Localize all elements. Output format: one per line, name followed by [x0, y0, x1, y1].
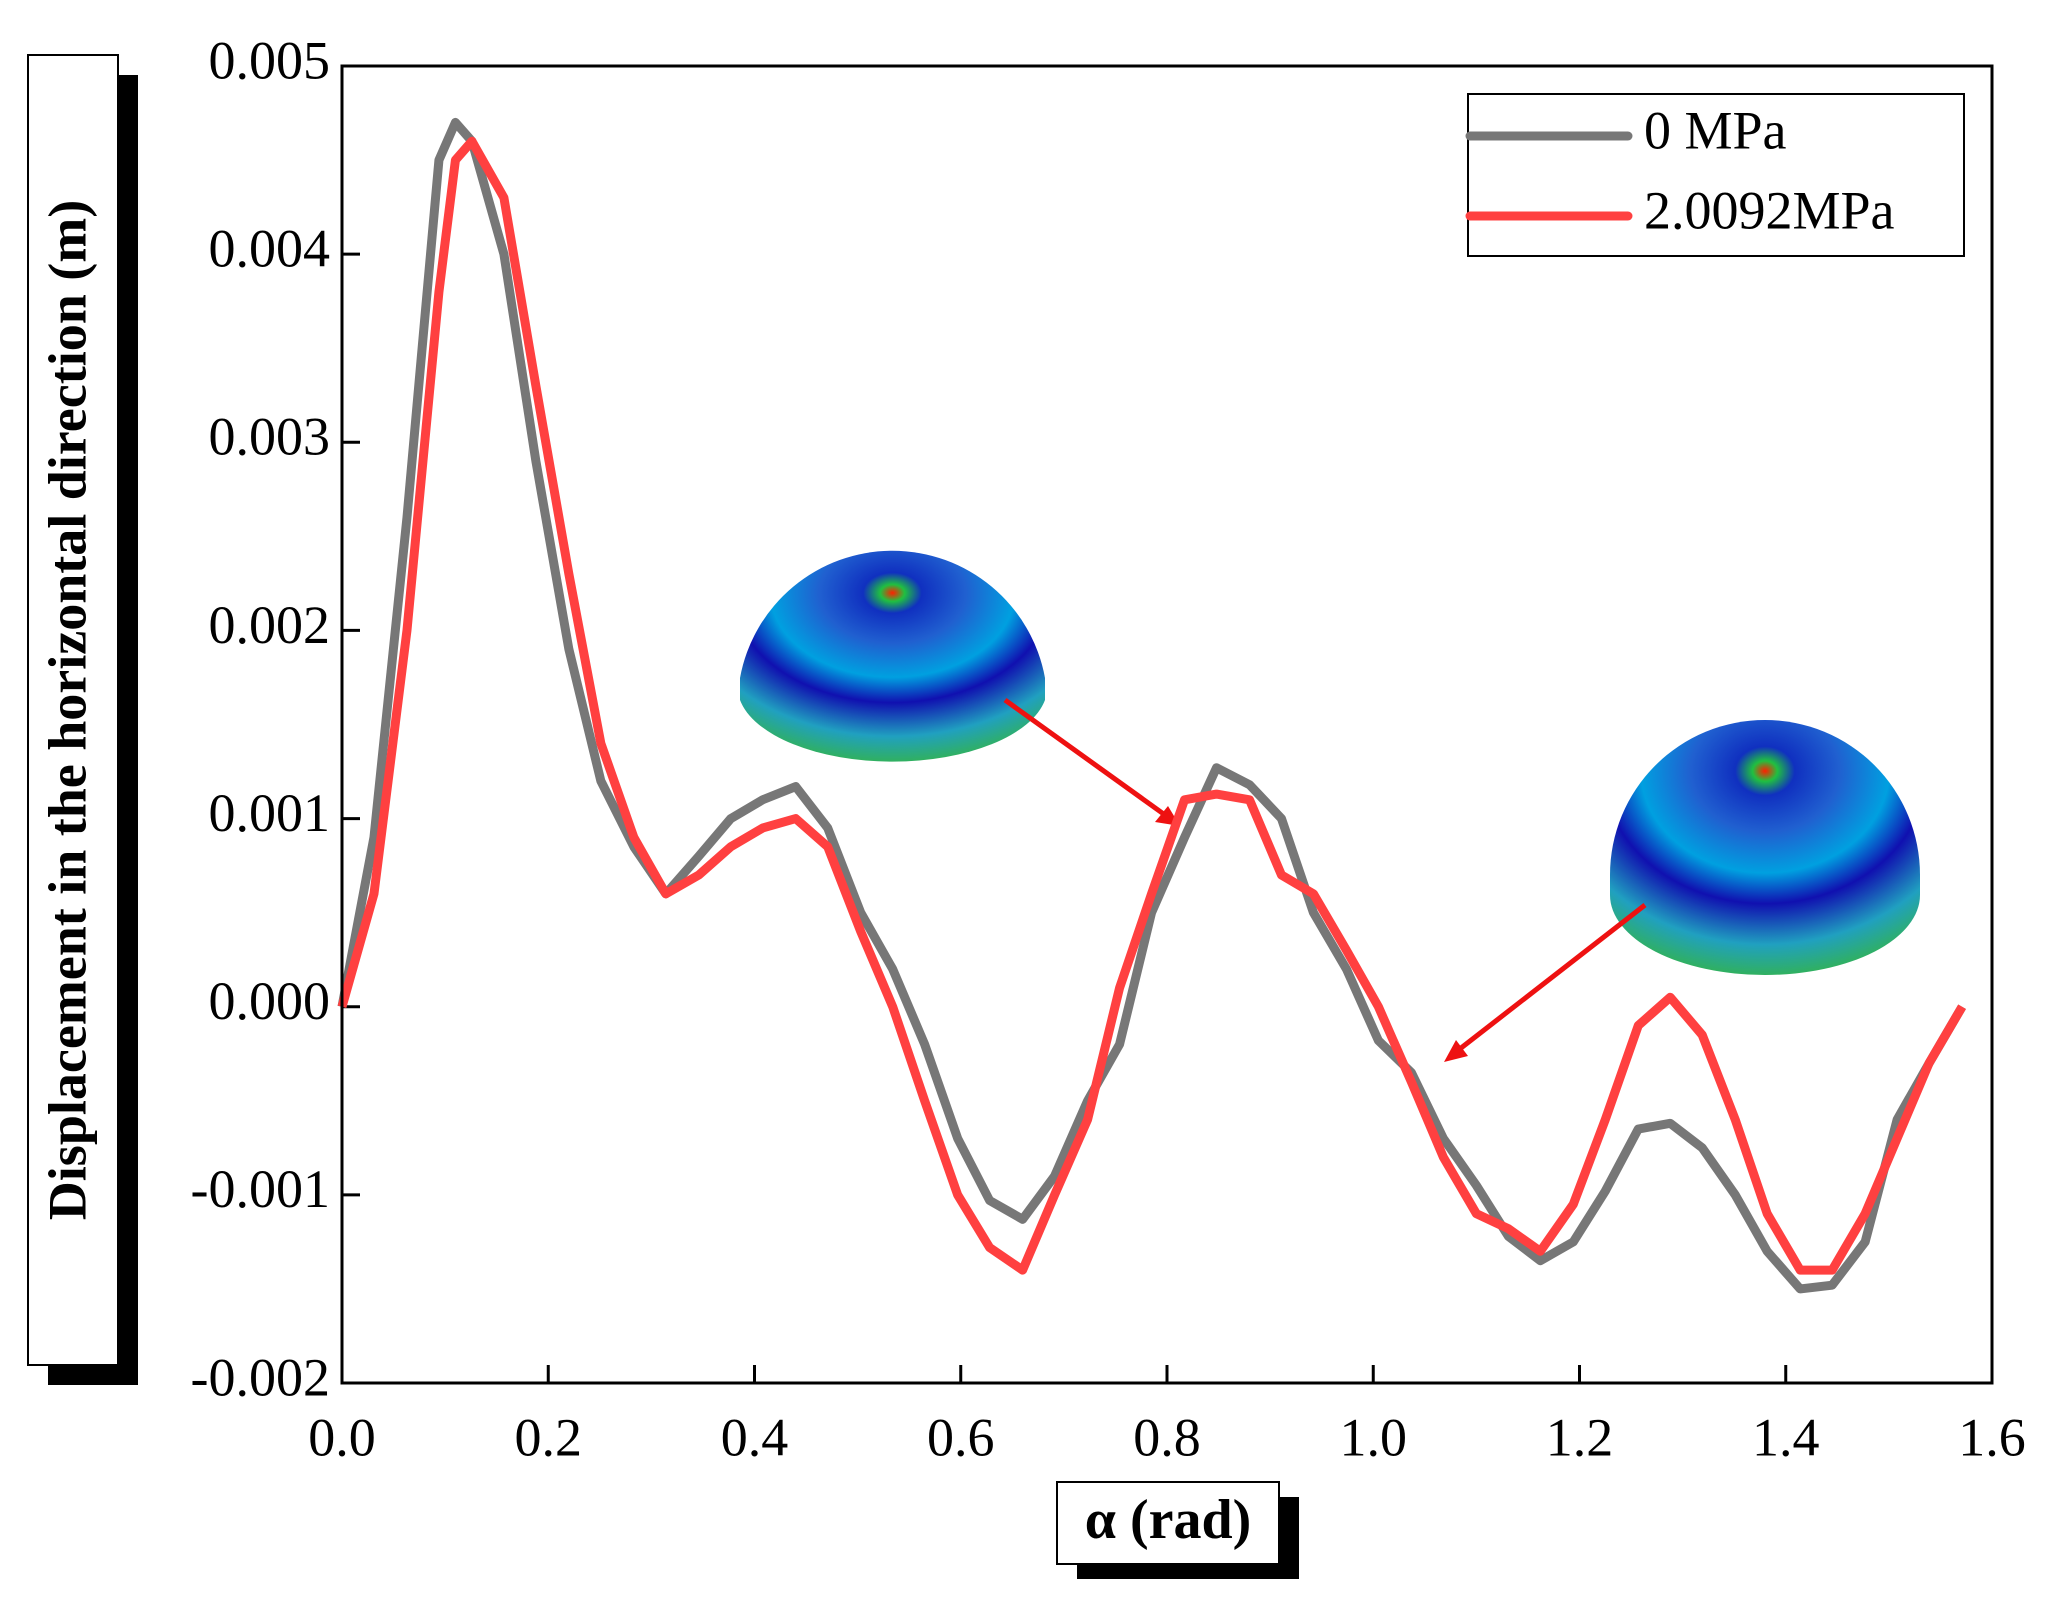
x-tick-label: 0.2: [515, 1407, 583, 1467]
x-axis-label: α (rad): [1085, 1489, 1252, 1551]
y-axis-label: Displacement in the horizontal direction…: [37, 200, 97, 1220]
x-tick-label: 1.4: [1752, 1407, 1820, 1467]
arrow: [1450, 903, 1647, 1057]
arrowhead: [1444, 1040, 1468, 1062]
series-line: [337, 117, 1966, 1294]
series-line: [337, 136, 1966, 1275]
x-tick-label: 1.0: [1340, 1407, 1408, 1467]
legend-label: 0 MPa: [1644, 100, 1787, 160]
x-tick-label: 0.6: [927, 1407, 995, 1467]
y-tick-label: 0.001: [209, 783, 331, 843]
x-tick-label: 0.8: [1133, 1407, 1201, 1467]
legend-label: 2.0092MPa: [1644, 180, 1895, 240]
label-box: [1056, 1481, 1280, 1565]
x-tick-label: 0.4: [721, 1407, 789, 1467]
dome-image: [1610, 720, 1920, 975]
y-tick-label: 0.003: [209, 407, 331, 467]
plot-frame: [340, 64, 1994, 1385]
y-tick-label: -0.002: [191, 1347, 330, 1407]
y-tick-label: 0.004: [209, 219, 331, 279]
legend-box: [1467, 93, 1965, 257]
arrow: [1003, 697, 1174, 823]
y-tick-label: -0.001: [191, 1159, 330, 1219]
plot: -0.002 -0.001 0.000 0.001 0.002 0.003 0.004 0.0…: [191, 30, 2026, 1467]
label-box: [27, 54, 119, 1366]
y-tick-label: 0.002: [209, 595, 331, 655]
y-tick-label: 0.005: [209, 30, 331, 90]
x-tick-label: 1.2: [1546, 1407, 1614, 1467]
dome-image: [740, 550, 1045, 762]
y-tick-label: 0.000: [209, 971, 331, 1031]
x-tick-label: 0.0: [308, 1407, 376, 1467]
x-tick-label: 1.6: [1958, 1407, 2026, 1467]
